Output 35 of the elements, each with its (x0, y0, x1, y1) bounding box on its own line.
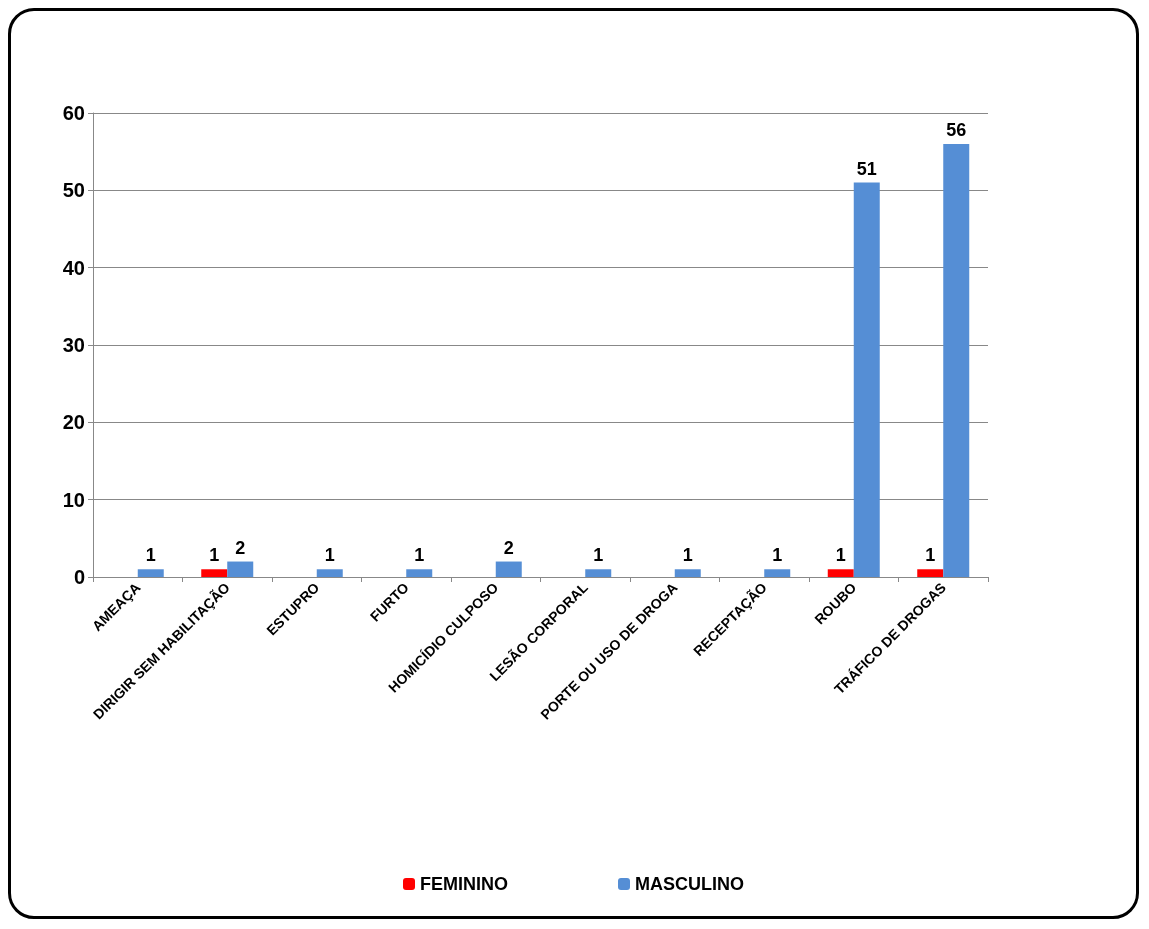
y-tick-label: 40 (62, 256, 85, 279)
y-tick-label: 60 (62, 102, 85, 124)
data-label: 1 (324, 545, 335, 566)
bar (827, 569, 854, 577)
data-label: 1 (209, 545, 220, 566)
bar (316, 569, 343, 577)
bar (227, 561, 254, 577)
data-label: 1 (145, 545, 156, 566)
y-tick-label: 50 (62, 179, 85, 202)
bar (764, 569, 791, 577)
data-label: 1 (772, 545, 783, 566)
data-label: 1 (835, 545, 846, 566)
bar (853, 182, 880, 577)
bar (917, 569, 944, 577)
legend-label: FEMININO (420, 874, 509, 894)
data-label: 56 (946, 119, 967, 140)
bar (495, 561, 522, 577)
legend-label: MASCULINO (635, 874, 744, 894)
y-tick-label: 0 (73, 566, 85, 588)
y-tick-label: 10 (62, 488, 85, 511)
data-label: 1 (414, 545, 425, 566)
bar (406, 569, 433, 577)
data-label: 1 (925, 545, 936, 566)
data-label: 2 (235, 537, 246, 558)
bar (137, 569, 164, 577)
bar (585, 569, 612, 577)
data-label: 1 (593, 545, 604, 566)
data-label: 51 (856, 158, 877, 179)
bar (943, 143, 970, 577)
bar (674, 569, 701, 577)
data-label: 1 (682, 545, 693, 566)
y-tick-label: 30 (62, 334, 85, 356)
bar (201, 569, 228, 577)
y-tick-label: 20 (62, 411, 85, 434)
data-label: 2 (503, 537, 514, 558)
